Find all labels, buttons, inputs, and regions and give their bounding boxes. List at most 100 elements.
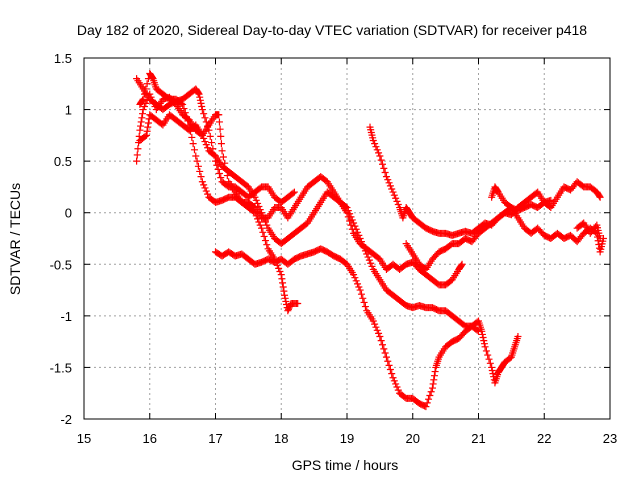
data-point bbox=[217, 174, 225, 182]
data-point bbox=[429, 380, 437, 388]
data-point bbox=[350, 219, 358, 227]
data-point bbox=[216, 125, 224, 133]
x-tick-label: 21 bbox=[471, 431, 485, 446]
data-point bbox=[214, 165, 222, 173]
data-point bbox=[423, 399, 431, 407]
data-point bbox=[355, 283, 363, 291]
data-point bbox=[547, 196, 555, 204]
data-point bbox=[380, 164, 388, 172]
data-point bbox=[384, 357, 392, 365]
x-tick-label: 16 bbox=[143, 431, 157, 446]
data-point bbox=[138, 114, 146, 122]
data-point bbox=[381, 349, 389, 357]
data-point bbox=[386, 182, 394, 190]
data-point bbox=[473, 326, 481, 334]
data-point bbox=[350, 271, 358, 279]
data-point bbox=[255, 203, 263, 211]
data-point bbox=[393, 383, 401, 391]
data-point bbox=[357, 290, 365, 298]
data-point bbox=[140, 102, 148, 110]
data-point bbox=[385, 361, 393, 369]
y-tick-label: -2 bbox=[60, 412, 72, 427]
x-tick-label: 23 bbox=[603, 431, 617, 446]
data-point bbox=[259, 228, 267, 236]
data-point bbox=[344, 207, 352, 215]
data-point bbox=[430, 372, 438, 380]
data-point bbox=[360, 244, 368, 252]
data-point bbox=[382, 173, 390, 181]
data-point bbox=[371, 140, 379, 148]
data-point bbox=[196, 167, 204, 175]
data-point bbox=[373, 146, 381, 154]
series-arc-8 bbox=[488, 183, 607, 256]
data-point bbox=[371, 320, 379, 328]
data-point bbox=[485, 355, 493, 363]
data-point bbox=[189, 140, 197, 148]
data-point bbox=[377, 156, 385, 164]
data-point bbox=[361, 247, 369, 255]
data-point bbox=[197, 173, 205, 181]
data-point bbox=[258, 224, 266, 232]
data-point bbox=[394, 200, 402, 208]
data-point bbox=[361, 303, 369, 311]
data-point bbox=[375, 329, 383, 337]
data-point bbox=[486, 359, 494, 367]
data-point bbox=[180, 105, 188, 113]
data-point bbox=[342, 203, 350, 211]
data-point bbox=[427, 388, 435, 396]
x-axis-label: GPS time / hours bbox=[292, 457, 399, 473]
data-point bbox=[389, 374, 397, 382]
data-point bbox=[484, 351, 492, 359]
data-point bbox=[377, 337, 385, 345]
data-point bbox=[372, 143, 380, 151]
data-point bbox=[133, 151, 141, 159]
y-axis-label: SDTVAR / TECUs bbox=[7, 183, 23, 295]
y-tick-label: -0.5 bbox=[50, 257, 72, 272]
data-point bbox=[215, 170, 223, 178]
data-point bbox=[363, 250, 371, 258]
data-point bbox=[139, 106, 147, 114]
data-point bbox=[294, 299, 302, 307]
data-point bbox=[142, 131, 150, 139]
data-point bbox=[290, 188, 298, 196]
data-point bbox=[457, 261, 465, 269]
data-point bbox=[198, 178, 206, 186]
data-point bbox=[200, 110, 208, 118]
data-point bbox=[289, 189, 297, 197]
data-point bbox=[385, 179, 393, 187]
data-point bbox=[181, 109, 189, 117]
data-point bbox=[364, 253, 372, 261]
data-point bbox=[195, 90, 203, 98]
data-point bbox=[381, 168, 389, 176]
data-point bbox=[196, 96, 204, 104]
data-point bbox=[282, 297, 290, 305]
data-point bbox=[256, 221, 264, 229]
data-point bbox=[356, 286, 364, 294]
data-point bbox=[137, 118, 145, 126]
data-point bbox=[428, 384, 436, 392]
data-point bbox=[202, 187, 210, 195]
data-point bbox=[394, 386, 402, 394]
series-arc-9 bbox=[573, 219, 604, 242]
data-point bbox=[393, 197, 401, 205]
axis-ticks: 15 16 17 18 19 20 21 22 23 -2 -1.5 -1 -0.5 0 0.5 1 1.5 bbox=[50, 51, 618, 446]
data-point bbox=[194, 162, 202, 170]
data-point bbox=[376, 332, 384, 340]
data-point bbox=[215, 111, 223, 119]
data-point bbox=[389, 188, 397, 196]
series-arc-3 bbox=[136, 69, 466, 289]
data-point bbox=[139, 96, 147, 104]
data-point bbox=[200, 134, 208, 142]
data-point bbox=[261, 218, 269, 226]
data-point bbox=[481, 343, 489, 351]
data-point bbox=[514, 332, 522, 340]
chart-title: Day 182 of 2020, Sidereal Day-to-day VTE… bbox=[77, 22, 587, 38]
data-point bbox=[254, 199, 262, 207]
data-point bbox=[276, 268, 284, 276]
data-point bbox=[255, 218, 263, 226]
data-point bbox=[177, 99, 185, 107]
data-point bbox=[205, 126, 213, 134]
data-point bbox=[384, 176, 392, 184]
data-point bbox=[388, 370, 396, 378]
data-point bbox=[201, 138, 209, 146]
